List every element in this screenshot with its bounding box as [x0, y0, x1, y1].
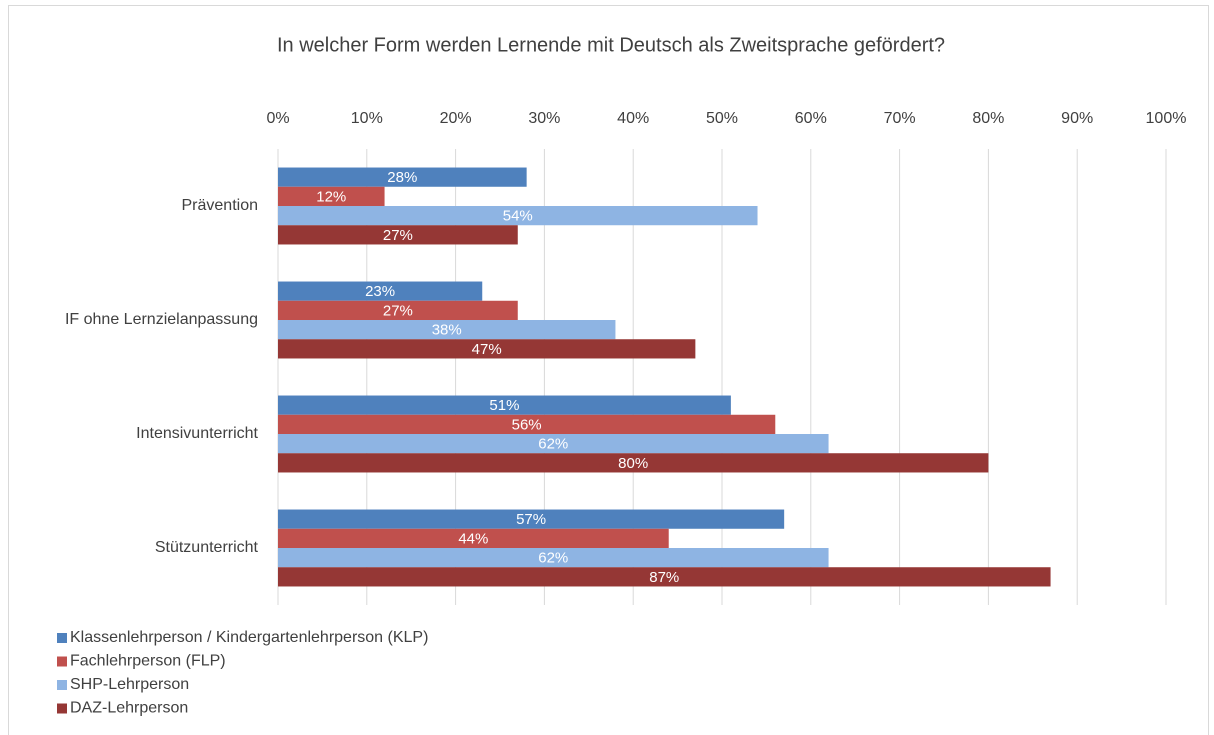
data-label: 38% — [432, 322, 462, 339]
legend-label: SHP-Lehrperson — [70, 676, 189, 693]
bar — [278, 528, 669, 548]
legend-label: Fachlehrperson (FLP) — [70, 653, 226, 670]
legend-swatch — [57, 633, 67, 643]
data-label: 28% — [387, 169, 417, 186]
data-label: 27% — [383, 227, 413, 244]
bar — [278, 300, 518, 320]
bar — [278, 167, 527, 187]
data-label: 23% — [365, 283, 395, 300]
legend-swatch — [57, 656, 67, 667]
category-label: Prävention — [182, 197, 259, 214]
data-label: 12% — [316, 188, 346, 205]
bar — [278, 567, 1051, 587]
data-label: 87% — [649, 569, 679, 586]
legend-swatch — [57, 703, 67, 714]
bar — [278, 320, 616, 340]
bar — [278, 339, 696, 359]
data-label: 54% — [503, 208, 533, 225]
x-tick-label: 80% — [972, 110, 1004, 127]
category-label: IF ohne Lernzielanpassung — [65, 311, 258, 328]
x-tick-label: 20% — [440, 110, 472, 127]
bar — [278, 509, 785, 529]
data-label: 62% — [538, 550, 568, 567]
data-label: 80% — [618, 455, 648, 472]
x-tick-label: 40% — [617, 110, 649, 127]
legend-swatch — [57, 680, 67, 690]
category-label: Intensivunterricht — [136, 425, 258, 442]
x-tick-label: 10% — [351, 110, 383, 127]
legend-label: DAZ-Lehrperson — [70, 700, 188, 717]
bar — [278, 206, 758, 226]
data-label: 62% — [538, 436, 568, 453]
data-label: 27% — [383, 302, 413, 319]
x-tick-label: 50% — [706, 110, 738, 127]
bar — [278, 186, 385, 206]
bar — [278, 453, 989, 473]
legend-label: Klassenlehrperson / Kindergartenlehrpers… — [70, 629, 428, 646]
data-label: 51% — [489, 397, 519, 414]
bar — [278, 414, 776, 434]
x-tick-label: 30% — [528, 110, 560, 127]
data-label: 44% — [458, 530, 488, 547]
data-label: 56% — [512, 416, 542, 433]
bar — [278, 434, 829, 454]
data-label: 57% — [516, 511, 546, 528]
x-tick-label: 0% — [266, 110, 289, 127]
bar — [278, 225, 518, 245]
chart-frame — [8, 5, 1209, 735]
data-label: 47% — [472, 341, 502, 358]
chart-title: In welcher Form werden Lernende mit Deut… — [277, 34, 945, 56]
bar — [278, 281, 483, 301]
x-tick-label: 100% — [1146, 110, 1187, 127]
bar — [278, 395, 731, 415]
category-label: Stützunterricht — [155, 539, 259, 556]
x-tick-label: 90% — [1061, 110, 1093, 127]
x-tick-label: 70% — [884, 110, 916, 127]
x-tick-label: 60% — [795, 110, 827, 127]
bar — [278, 548, 829, 568]
